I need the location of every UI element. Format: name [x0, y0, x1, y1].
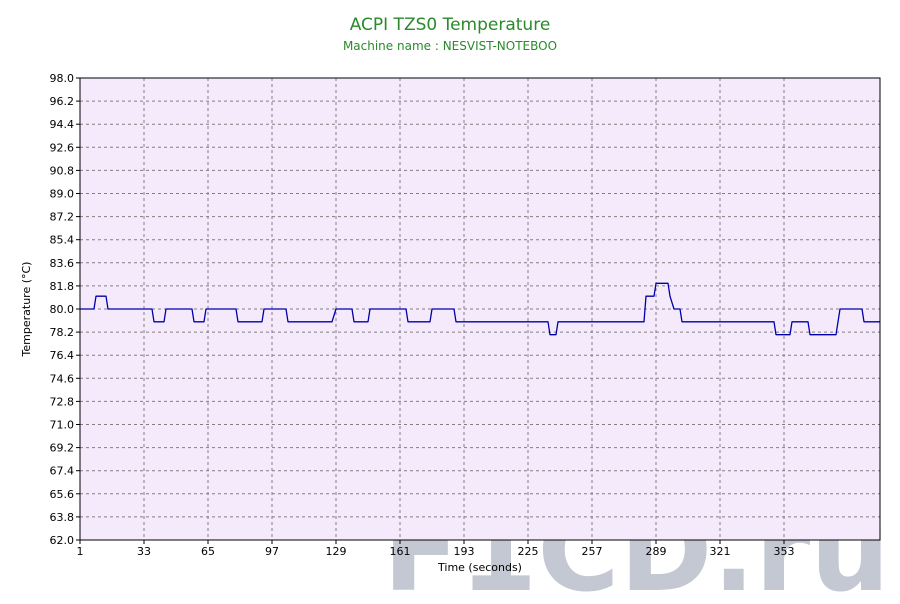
y-tick-label: 98.0 — [50, 72, 75, 85]
y-axis-label: Temperature (°C) — [20, 262, 33, 358]
x-tick-label: 1 — [77, 545, 84, 558]
x-tick-label: 289 — [646, 545, 667, 558]
y-tick-label: 67.4 — [50, 465, 75, 478]
x-tick-label: 161 — [390, 545, 411, 558]
y-tick-label: 76.4 — [50, 349, 75, 362]
y-tick-label: 96.2 — [50, 95, 75, 108]
x-tick-label: 65 — [201, 545, 215, 558]
chart-title: ACPI TZS0 Temperature — [350, 15, 551, 35]
y-tick-label: 72.8 — [50, 395, 75, 408]
y-tick-label: 69.2 — [50, 442, 75, 455]
x-axis-ticks: 1 33 65 97 129 161 193 225 257 289 321 353 — [77, 540, 795, 558]
x-tick-label: 321 — [710, 545, 731, 558]
y-tick-label: 74.6 — [50, 372, 75, 385]
series-layer — [80, 282, 880, 336]
y-tick-label: 90.8 — [50, 164, 75, 177]
y-tick-label: 85.4 — [50, 234, 75, 247]
x-tick-label: 225 — [518, 545, 539, 558]
y-tick-label: 92.6 — [50, 141, 75, 154]
y-tick-label: 71.0 — [50, 419, 75, 432]
y-tick-label: 63.8 — [50, 511, 75, 524]
x-tick-label: 129 — [326, 545, 347, 558]
x-axis-label: Time (seconds) — [437, 561, 522, 574]
y-tick-label: 65.6 — [50, 488, 75, 501]
y-tick-label: 87.2 — [50, 211, 75, 224]
x-tick-label: 353 — [774, 545, 795, 558]
y-tick-label: 78.2 — [50, 326, 75, 339]
x-tick-label: 33 — [137, 545, 151, 558]
y-axis-ticks: 62.0 63.8 65.6 67.4 69.2 71.0 72.8 74.6 76.4 78.2… — [50, 72, 80, 547]
y-tick-label: 89.0 — [50, 188, 75, 201]
y-tick-label: 62.0 — [50, 534, 75, 547]
chart-subtitle: Machine name : NESVIST-NOTEBOO — [343, 39, 557, 53]
y-tick-label: 81.8 — [50, 280, 75, 293]
temperature-series-line — [80, 282, 880, 336]
y-tick-label: 80.0 — [50, 303, 75, 316]
x-tick-label: 193 — [454, 545, 475, 558]
y-tick-label: 94.4 — [50, 118, 75, 131]
x-tick-label: 257 — [582, 545, 603, 558]
x-tick-label: 97 — [265, 545, 279, 558]
y-tick-label: 83.6 — [50, 257, 75, 270]
